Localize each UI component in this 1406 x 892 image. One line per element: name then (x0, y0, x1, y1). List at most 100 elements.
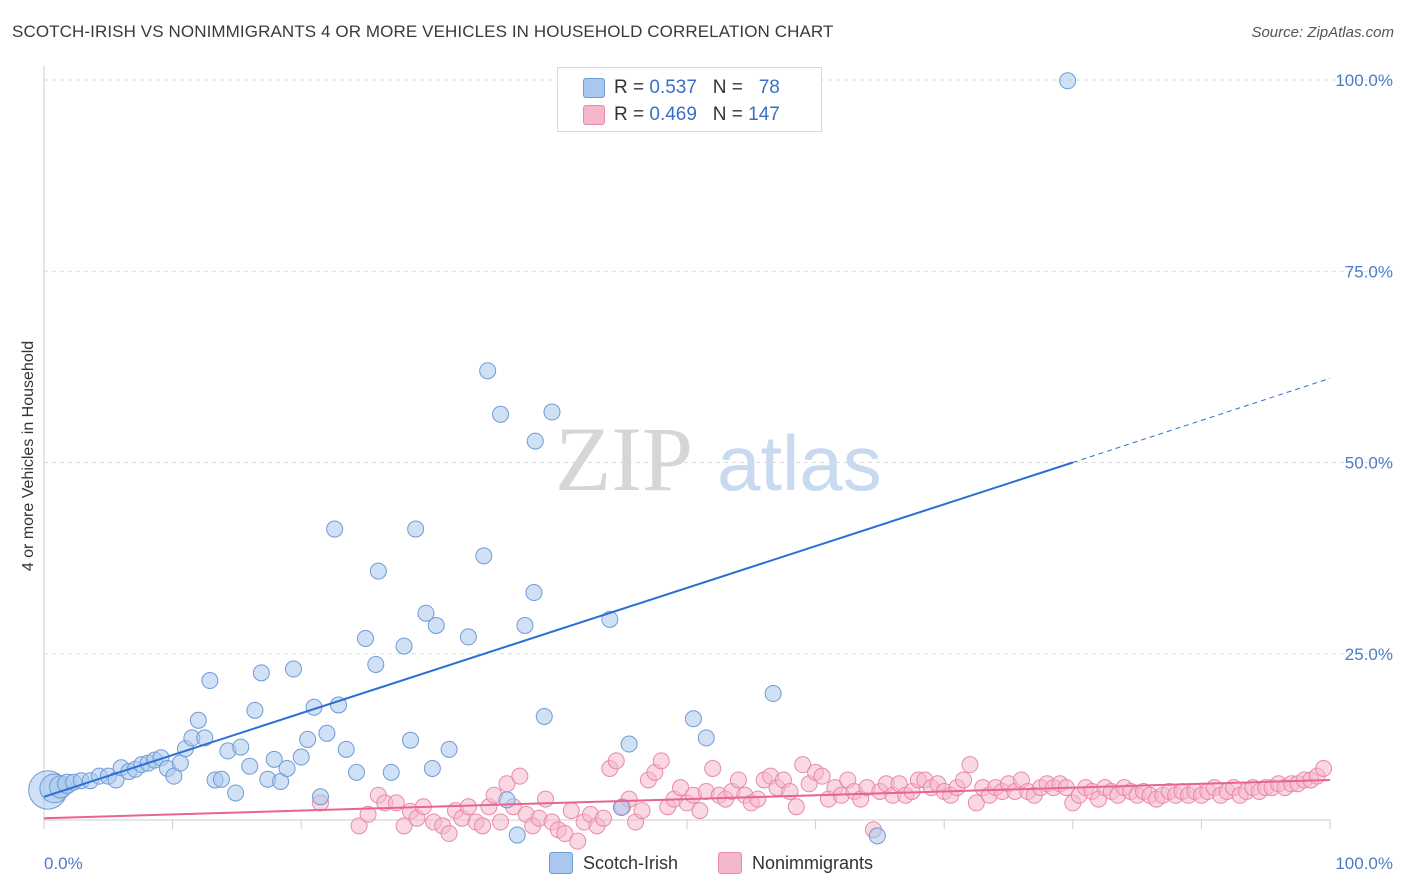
nonimmigrants-point (350, 817, 368, 835)
source-label: Source: ZipAtlas.com (1251, 24, 1394, 41)
scotch-irish-point (326, 520, 344, 538)
nonimmigrants-point (672, 779, 690, 797)
scotch-irish-point (684, 710, 702, 728)
watermark-atlas: atlas (717, 419, 882, 507)
legend-r-label: R = (614, 104, 650, 125)
scotch-irish-point (241, 757, 259, 775)
scotch-irish-point (407, 520, 425, 538)
scotch-irish-point (318, 724, 336, 742)
nonimmigrants-point (492, 813, 510, 831)
legend-n-label: N = (712, 77, 749, 98)
legend-n-label: N = (712, 104, 749, 125)
scotch-irish-point (427, 616, 445, 634)
nonimmigrants-trend-line (43, 778, 1331, 820)
scotch-irish-point (252, 664, 270, 682)
scotch-irish-point (516, 616, 534, 634)
nonimmigrants-point (813, 767, 831, 785)
y-tick-label: 25.0% (1345, 645, 1393, 664)
scotch-irish-point (329, 696, 347, 714)
scotch-irish-point (526, 432, 544, 450)
nonimmigrants-point (440, 825, 458, 843)
scotch-irish-point (196, 729, 214, 747)
scotch-irish-point (201, 672, 219, 690)
legend-n-value: 147 (748, 104, 780, 125)
scotch-irish-trend-extension (1072, 377, 1331, 463)
scotch-irish-point (475, 547, 493, 565)
scotch-irish-point (227, 784, 245, 802)
scotch-irish-point (265, 750, 283, 768)
nonimmigrants-point (961, 756, 979, 774)
scotch-irish-point (479, 362, 497, 380)
y-tick-label: 50.0% (1345, 454, 1393, 473)
bottom-legend-label: Nonimmigrants (752, 852, 874, 873)
scotch-irish-point (525, 584, 543, 602)
legend-n-value: 78 (758, 77, 780, 98)
nonimmigrants-point (749, 790, 767, 808)
x-tick-label: 100.0% (1335, 854, 1393, 873)
scotch-irish-point (347, 763, 365, 781)
nonimmigrants-point (359, 805, 377, 823)
y-tick-label: 100.0% (1335, 71, 1393, 90)
legend-r-value: 0.469 (649, 104, 697, 125)
scotch-irish-point (299, 730, 317, 748)
scotch-irish-point (357, 629, 374, 647)
scotch-irish-point (337, 740, 355, 758)
scotch-irish-trend-line (43, 461, 1074, 798)
tick-labels: 100.0% 75.0% 50.0% 25.0% 0.0% 100.0% (44, 71, 1393, 873)
scotch-irish-point (543, 403, 561, 421)
scotch-irish-point (423, 760, 441, 777)
scotch-irish-point (311, 788, 329, 806)
scotch-irish-point (382, 763, 400, 781)
scotch-irish-point (764, 685, 782, 703)
scotch-irish-point (417, 604, 435, 622)
nonimmigrants-point (633, 802, 651, 820)
scotch-irish-point (189, 711, 207, 729)
nonimmigrants-point (704, 760, 722, 777)
legend-r-value: 0.537 (649, 77, 697, 98)
correlation-legend: R = 0.537 N = 78 R = 0.469 N = 147 (557, 67, 822, 132)
legend-text-scotch-irish: R = 0.537 N = 78 (614, 77, 780, 99)
bottom-legend-label: Scotch-Irish (583, 852, 679, 873)
scotch-irish-point (535, 707, 553, 725)
nonimmigrants-point (1315, 760, 1333, 777)
y-tick-label: 75.0% (1345, 262, 1393, 281)
scotch-irish-point (459, 628, 477, 646)
nonimmigrants-point (511, 767, 529, 785)
bottom-legend-nonimmigrants: Nonimmigrants (718, 852, 873, 874)
scotch-irish-point (601, 610, 619, 628)
scotch-irish-point (697, 729, 715, 747)
nonimmigrants-point (607, 752, 625, 770)
nonimmigrants-point (474, 817, 492, 835)
legend-swatch-blue (583, 78, 605, 98)
nonimmigrants-point (562, 802, 580, 820)
nonimmigrants-point (794, 756, 812, 774)
nonimmigrants-point (691, 802, 709, 820)
legend-r-label: R = (614, 77, 650, 98)
watermark-zip: ZIP (555, 408, 693, 510)
nonimmigrants-point (569, 832, 587, 850)
nonimmigrants-point (729, 771, 747, 789)
scotch-irish-point (508, 826, 526, 844)
scotch-irish-point (284, 660, 302, 678)
scotch-irish-point (395, 637, 413, 655)
nonimmigrants-points (311, 752, 1333, 850)
nonimmigrants-point (652, 752, 670, 770)
nonimmigrants-point (395, 817, 413, 835)
watermark: ZIP atlas (555, 408, 882, 510)
scotch-irish-point (212, 770, 230, 788)
scotch-irish-point (492, 405, 510, 423)
scotch-irish-point (620, 735, 638, 753)
nonimmigrants-point (594, 809, 612, 827)
scotch-irish-point (367, 655, 385, 673)
nonimmigrants-point (537, 790, 555, 808)
scotch-irish-point (402, 731, 420, 749)
chart-title: SCOTCH-IRISH VS NONIMMIGRANTS 4 OR MORE … (12, 22, 834, 41)
scotch-irish-point (612, 799, 630, 817)
bottom-legend-swatch-pink (718, 852, 742, 874)
scotch-irish-point (232, 738, 250, 756)
scotch-irish-point (440, 740, 458, 758)
trend-lines (43, 377, 1331, 820)
scotch-irish-point (246, 701, 264, 719)
nonimmigrants-point (967, 794, 985, 812)
